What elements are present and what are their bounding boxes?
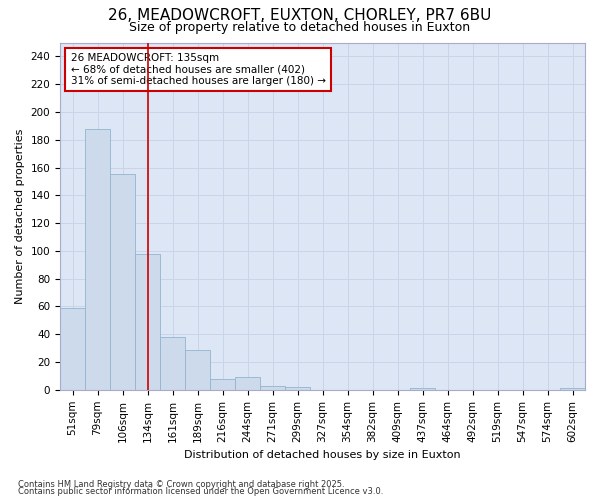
Bar (235, 378, 260, 390)
Bar (160, 337, 185, 390)
Text: Size of property relative to detached houses in Euxton: Size of property relative to detached ho… (130, 21, 470, 34)
Bar (285, 387, 310, 390)
Bar (185, 350, 210, 390)
Text: Contains HM Land Registry data © Crown copyright and database right 2025.: Contains HM Land Registry data © Crown c… (18, 480, 344, 489)
Text: 26, MEADOWCROFT, EUXTON, CHORLEY, PR7 6BU: 26, MEADOWCROFT, EUXTON, CHORLEY, PR7 6B… (109, 8, 491, 22)
Bar (560, 388, 585, 390)
X-axis label: Distribution of detached houses by size in Euxton: Distribution of detached houses by size … (184, 450, 461, 460)
Bar (410, 388, 435, 390)
Bar (85, 128, 110, 390)
Bar (135, 254, 160, 390)
Bar (110, 174, 135, 390)
Text: 26 MEADOWCROFT: 135sqm
← 68% of detached houses are smaller (402)
31% of semi-de: 26 MEADOWCROFT: 135sqm ← 68% of detached… (71, 53, 326, 86)
Bar (260, 386, 285, 390)
Text: Contains public sector information licensed under the Open Government Licence v3: Contains public sector information licen… (18, 487, 383, 496)
Bar (60, 308, 85, 390)
Bar (210, 378, 235, 390)
Y-axis label: Number of detached properties: Number of detached properties (15, 128, 25, 304)
